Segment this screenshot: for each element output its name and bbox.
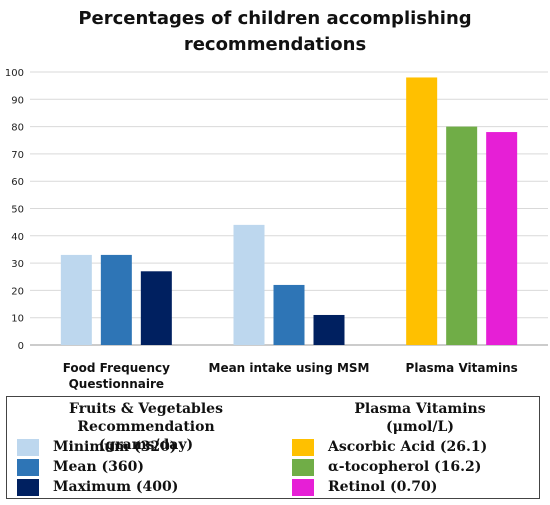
bar-1-0 xyxy=(233,224,265,345)
legend: Fruits & Vegetables Recommendation (gram… xyxy=(6,396,540,499)
legend-label-mean: Mean (360) xyxy=(53,459,144,475)
legend-left-subheading: (grams/day) xyxy=(98,437,194,453)
legend-label-ascorbic-acid: Ascorbic Acid (26.1) xyxy=(328,439,488,455)
bar-1-2 xyxy=(313,314,345,345)
legend-swatch-mean xyxy=(17,458,39,476)
legend-left-header: Fruits & Vegetables Recommendation (gram… xyxy=(11,400,281,454)
legend-right-subheading: (μmol/L) xyxy=(386,419,454,435)
legend-label-minimum: Minimum (320) xyxy=(53,439,177,455)
y-tick-label: 0 xyxy=(18,341,24,352)
legend-item-retinol: Retinol (0.70) xyxy=(292,477,437,497)
x-category-label: Mean intake using MSM xyxy=(209,361,370,375)
y-tick-label: 30 xyxy=(11,259,24,270)
legend-label-maximum: Maximum (400) xyxy=(53,479,179,495)
bar-1-1 xyxy=(273,284,305,345)
x-category-label: Questionnaire xyxy=(69,377,164,391)
legend-swatch-retinol xyxy=(292,478,314,496)
legend-item-ascorbic-acid: Ascorbic Acid (26.1) xyxy=(292,437,487,457)
bar-2-0 xyxy=(406,77,438,346)
bar-0-1 xyxy=(100,254,132,345)
legend-item-tocopherol: α-tocopherol (16.2) xyxy=(292,457,481,477)
legend-right-header: Plasma Vitamins (μmol/L) xyxy=(307,400,533,436)
chart-title-line-2: recommendations xyxy=(183,34,367,55)
bar-0-2 xyxy=(140,271,172,345)
y-tick-label: 100 xyxy=(5,68,24,79)
y-tick-label: 40 xyxy=(11,232,24,243)
y-tick-label: 90 xyxy=(11,95,24,106)
bar-0-0 xyxy=(60,254,92,345)
y-tick-labels: 0 10 20 30 40 50 60 70 80 90 100 xyxy=(5,68,24,352)
y-tick-label: 70 xyxy=(11,150,24,161)
legend-left-heading: Fruits & Vegetables Recommendation xyxy=(69,401,223,435)
x-category-label: Food Frequency xyxy=(63,361,170,375)
y-tick-label: 80 xyxy=(11,123,24,134)
bar-chart: 0 10 20 30 40 50 60 70 80 90 100 Food Frequency Que… xyxy=(5,68,548,391)
legend-item-maximum: Maximum (400) xyxy=(17,477,178,497)
legend-swatch-maximum xyxy=(17,478,39,496)
legend-swatch-minimum xyxy=(17,438,39,456)
y-tick-label: 10 xyxy=(11,314,24,325)
legend-swatch-ascorbic-acid xyxy=(292,438,314,456)
legend-right-heading: Plasma Vitamins xyxy=(354,401,486,417)
chart-title-line-1: Percentages of children accomplishing xyxy=(78,8,472,29)
chart-title: Percentages of children accomplishing re… xyxy=(0,6,550,58)
y-tick-label: 60 xyxy=(11,177,24,188)
y-tick-label: 20 xyxy=(11,286,24,297)
legend-swatch-tocopherol xyxy=(292,458,314,476)
bar-2-1 xyxy=(446,126,478,345)
y-tick-label: 50 xyxy=(11,205,24,216)
legend-item-minimum: Minimum (320) xyxy=(17,437,176,457)
legend-item-mean: Mean (360) xyxy=(17,457,144,477)
x-category-label: Plasma Vitamins xyxy=(406,361,518,375)
x-category-labels: Food Frequency Questionnaire Mean intake u… xyxy=(63,361,518,391)
legend-label-tocopherol: α-tocopherol (16.2) xyxy=(328,459,482,475)
bar-2-2 xyxy=(486,132,518,345)
bars-layer xyxy=(60,77,518,346)
legend-label-retinol: Retinol (0.70) xyxy=(328,479,438,495)
